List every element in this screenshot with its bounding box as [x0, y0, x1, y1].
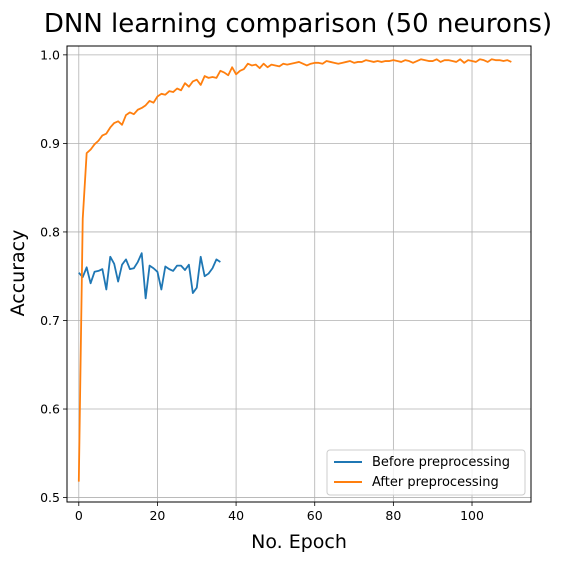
y-tick-label: 0.9	[40, 136, 60, 151]
legend-box	[326, 449, 526, 496]
x-tick-label: 100	[460, 508, 484, 523]
y-tick-label: 0.6	[40, 402, 60, 417]
x-tick-label: 80	[385, 508, 401, 523]
y-tick-label: 1.0	[40, 47, 60, 62]
x-tick-label: 40	[228, 508, 244, 523]
legend-label-after: After preprocessing	[372, 475, 499, 490]
series-layer	[77, 58, 512, 482]
series-line-before-preprocessing	[78, 252, 221, 300]
ticks: 0 20 40 60 80 100 0.5 0.6 0.7 0.8 0.9 1.0	[40, 47, 484, 523]
series-line-after-preprocessing	[77, 58, 512, 482]
y-axis-label: Accuracy	[7, 230, 29, 317]
chart-title: DNN learning comparison (50 neurons)	[44, 9, 552, 39]
legend-label-before: Before preprocessing	[372, 455, 510, 470]
x-tick-label: 0	[75, 508, 83, 523]
x-tick-label: 20	[149, 508, 165, 523]
x-tick-label: 60	[307, 508, 323, 523]
y-tick-label: 0.5	[40, 490, 60, 505]
x-axis-label: No. Epoch	[251, 531, 347, 553]
y-tick-label: 0.7	[40, 313, 60, 328]
legend: Before preprocessing After preprocessing	[326, 449, 526, 496]
y-tick-label: 0.8	[40, 224, 60, 239]
plot-frame	[66, 45, 532, 503]
